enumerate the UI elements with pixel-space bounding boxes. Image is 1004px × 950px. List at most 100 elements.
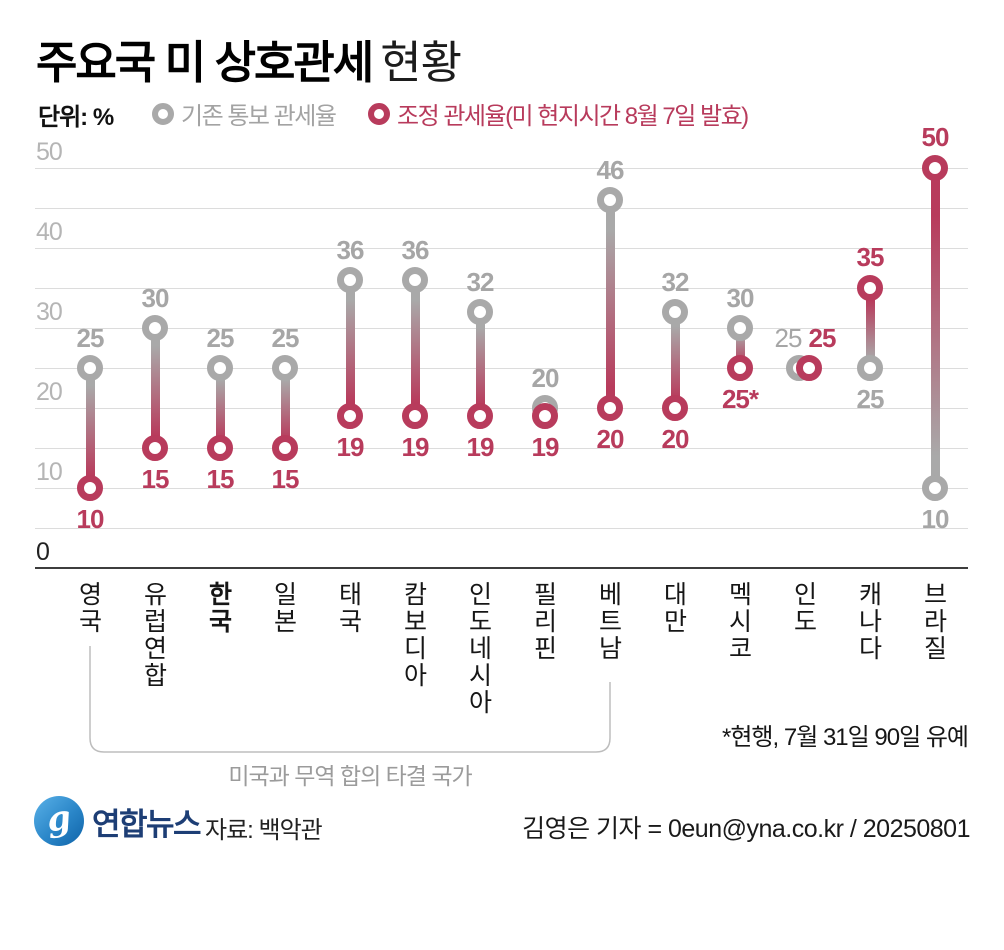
old-rate-value-유럽연합: 30 — [141, 283, 170, 313]
old-rate-value-인도네시아: 32 — [466, 267, 495, 297]
new-rate-value-캄보디아: 19 — [401, 432, 430, 462]
new-rate-marker-유럽연합 — [142, 435, 168, 461]
new-rate-marker-멕시코 — [727, 355, 753, 381]
old-rate-marker-인도네시아 — [467, 299, 493, 325]
y-tick-0: 0 — [36, 538, 50, 566]
stem-캐나다 — [865, 288, 875, 368]
new-rate-marker-인도네시아 — [467, 403, 493, 429]
yonhap-logo-glyph: g — [44, 797, 74, 841]
gridline-40 — [35, 247, 968, 249]
stem-브라질 — [930, 168, 940, 488]
new-rate-marker-필리핀 — [532, 403, 558, 429]
old-rate-value-캄보디아: 36 — [401, 235, 430, 265]
y-tick-40: 40 — [36, 218, 63, 246]
old-rate-value-캐나다: 25 — [856, 384, 885, 414]
gridline-45 — [35, 207, 968, 209]
new-rate-value-인도: 25 — [808, 323, 837, 353]
new-rate-value-영국: 10 — [76, 504, 105, 534]
new-rate-marker-베트남 — [597, 395, 623, 421]
yonhap-logo: g 연합뉴스 — [34, 796, 202, 846]
old-rate-value-한국: 25 — [206, 323, 235, 353]
new-rate-marker-영국 — [77, 475, 103, 501]
new-rate-marker-대만 — [662, 395, 688, 421]
gridline-50 — [35, 167, 968, 169]
legend-new-label: 조정 관세율(미 현지시간 8월 7일 발효) — [397, 103, 749, 130]
page-title-sub: 현황 — [380, 37, 462, 88]
old-rate-value-영국: 25 — [76, 323, 105, 353]
gridline-30 — [35, 327, 968, 329]
new-rate-value-브라질: 50 — [921, 122, 950, 152]
new-rate-marker-한국 — [207, 435, 233, 461]
new-rate-value-베트남: 20 — [596, 424, 625, 454]
stem-일본 — [280, 368, 290, 448]
old-rate-marker-영국 — [77, 355, 103, 381]
old-rate-marker-멕시코 — [727, 315, 753, 341]
stem-대만 — [670, 312, 680, 408]
stem-유럽연합 — [150, 328, 160, 448]
old-rate-marker-한국 — [207, 355, 233, 381]
new-rate-value-인도네시아: 19 — [466, 432, 495, 462]
old-rate-marker-대만 — [662, 299, 688, 325]
gridline-20 — [35, 407, 968, 409]
y-tick-10: 10 — [36, 458, 63, 486]
new-rate-value-일본: 15 — [271, 464, 300, 494]
old-rate-marker-일본 — [272, 355, 298, 381]
stem-영국 — [85, 368, 95, 488]
old-rate-value-태국: 36 — [336, 235, 365, 265]
yonhap-logo-text: 연합뉴스 — [92, 806, 202, 842]
new-rate-value-유럽연합: 15 — [141, 464, 170, 494]
yonhap-logo-icon: g — [34, 796, 84, 846]
gridline-25 — [35, 367, 968, 369]
old-rate-marker-캐나다 — [857, 355, 883, 381]
new-rate-ring-icon — [368, 102, 390, 125]
x-axis-baseline — [35, 567, 968, 569]
page-title-main: 주요국 미 상호관세 — [36, 37, 374, 88]
footnote: *현행, 7월 31일 90일 유예 — [722, 724, 969, 751]
new-rate-value-한국: 15 — [206, 464, 235, 494]
stem-한국 — [215, 368, 225, 448]
old-rate-value-멕시코: 30 — [726, 283, 755, 313]
legend-old-label: 기존 통보 관세율 — [181, 103, 337, 130]
old-rate-value-베트남: 46 — [596, 155, 625, 185]
old-rate-value-인도: 25 — [774, 323, 803, 353]
y-tick-30: 30 — [36, 298, 63, 326]
source-label: 자료: 백악관 — [205, 817, 323, 844]
y-tick-50: 50 — [36, 138, 63, 166]
gridline-5 — [35, 527, 968, 529]
gridline-15 — [35, 447, 968, 449]
old-rate-value-브라질: 10 — [921, 504, 950, 534]
agreement-bracket-label: 미국과 무역 합의 타결 국가 — [228, 763, 472, 789]
stem-베트남 — [605, 200, 615, 408]
stem-캄보디아 — [410, 280, 420, 416]
old-rate-value-대만: 32 — [661, 267, 690, 297]
old-rate-marker-유럽연합 — [142, 315, 168, 341]
unit-label: 단위: % — [38, 104, 114, 131]
gridline-10 — [35, 487, 968, 489]
stem-멕시코 — [735, 328, 745, 368]
new-rate-value-멕시코: 25* — [721, 384, 759, 414]
gridline-35 — [35, 287, 968, 289]
new-rate-marker-브라질 — [922, 155, 948, 181]
page-title: 주요국 미 상호관세 현황 — [36, 26, 462, 91]
new-rate-marker-인도 — [796, 355, 822, 381]
new-rate-marker-일본 — [272, 435, 298, 461]
stem-태국 — [345, 280, 355, 416]
new-rate-value-태국: 19 — [336, 432, 365, 462]
old-rate-marker-베트남 — [597, 187, 623, 213]
new-rate-marker-캄보디아 — [402, 403, 428, 429]
stem-인도네시아 — [475, 312, 485, 416]
y-tick-20: 20 — [36, 378, 63, 406]
